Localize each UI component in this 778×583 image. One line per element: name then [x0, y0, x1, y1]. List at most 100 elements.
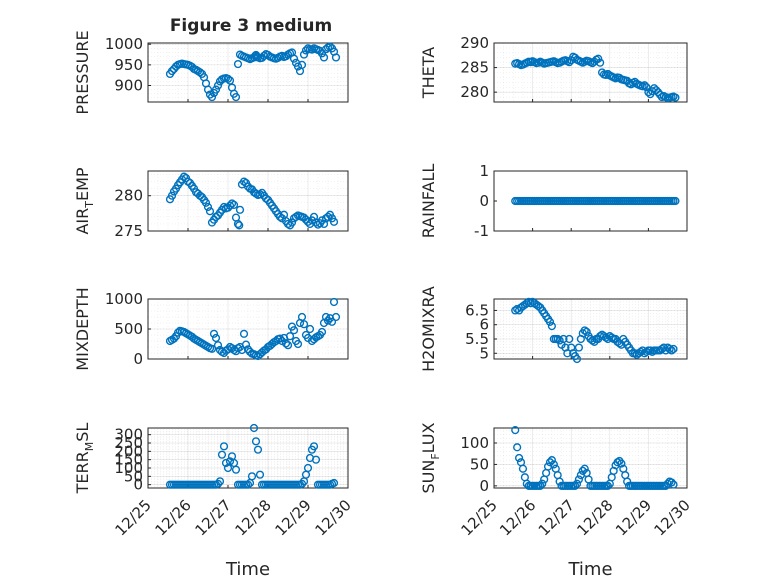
y-tick-label: -1	[474, 222, 489, 240]
data-point	[303, 463, 313, 473]
data-point	[565, 58, 574, 67]
data-point	[559, 334, 568, 344]
series-markers	[165, 297, 341, 361]
data-point	[524, 297, 533, 306]
data-point	[213, 341, 223, 350]
data-point	[169, 334, 179, 343]
data-point	[259, 51, 269, 60]
ylabel-text: PRESSURE	[73, 30, 92, 114]
figure-title: Figure 3 medium	[170, 16, 332, 36]
data-point	[297, 60, 307, 69]
data-point	[549, 460, 558, 469]
y-tick-label: 1000	[105, 35, 143, 53]
data-point	[281, 339, 291, 348]
data-point	[667, 346, 676, 355]
data-point	[237, 345, 247, 355]
x-tick-label: 12/30	[651, 496, 694, 539]
data-point	[667, 478, 676, 487]
data-point	[249, 423, 259, 433]
data-point	[574, 475, 584, 484]
ylabel-text: THETA	[419, 47, 438, 99]
data-point	[603, 481, 612, 490]
ylabel-text: MIXDEPTH	[73, 287, 92, 370]
data-point	[663, 479, 672, 488]
x-tick-label: 12/30	[312, 496, 355, 539]
x-tick-label: 12/28	[232, 496, 275, 539]
data-point	[297, 312, 307, 322]
data-point	[287, 218, 297, 227]
data-point	[309, 442, 319, 451]
data-point	[331, 53, 341, 62]
data-point	[231, 92, 241, 102]
data-point	[596, 332, 605, 341]
y-tick-label: 0	[133, 476, 143, 494]
y-tick-label: 250	[114, 434, 143, 452]
subplot-air_temp: 275 280 AIRTEMP	[73, 167, 349, 240]
y-tick-label: 5	[479, 344, 489, 362]
data-point	[565, 334, 574, 344]
data-point	[251, 437, 261, 446]
axes-box	[147, 427, 349, 489]
subplot-theta: 280 285 290 THETA	[419, 34, 688, 103]
y-tick-label: 100	[114, 459, 143, 477]
data-point	[179, 172, 189, 181]
series-markers	[165, 172, 339, 230]
y-tick-label: 500	[114, 320, 143, 338]
data-point	[563, 349, 572, 358]
data-point	[219, 442, 229, 451]
y-tick-label: 0	[479, 477, 489, 495]
data-point	[283, 341, 293, 350]
data-point	[239, 329, 249, 338]
data-point	[217, 450, 227, 459]
data-point	[211, 333, 221, 343]
data-point	[636, 347, 645, 356]
data-point	[580, 464, 589, 473]
data-point	[227, 199, 237, 208]
ylabel-text: TERRMSL	[73, 423, 96, 495]
data-point	[167, 191, 177, 200]
data-point	[331, 312, 341, 322]
data-point	[574, 343, 584, 352]
data-point	[271, 336, 281, 346]
data-point	[233, 219, 243, 229]
data-point	[311, 455, 321, 464]
y-tick-label: 290	[460, 34, 489, 52]
xlabel-text: Time	[225, 559, 270, 580]
data-point	[596, 58, 605, 67]
data-point	[229, 200, 239, 209]
x-tick-label: 12/29	[612, 496, 655, 539]
data-point	[255, 190, 265, 199]
x-tick-label: 12/26	[496, 496, 539, 539]
data-point	[648, 347, 657, 356]
x-tick-label: 12/27	[535, 496, 578, 539]
data-point	[526, 299, 535, 308]
series-markers	[511, 196, 680, 206]
data-point	[329, 478, 339, 488]
data-point	[536, 481, 545, 490]
data-point	[547, 456, 557, 465]
data-point	[644, 88, 653, 97]
y-tick-label: 0	[133, 350, 143, 368]
data-point	[323, 316, 333, 325]
data-point	[225, 76, 235, 85]
data-point	[239, 177, 249, 186]
data-point	[317, 327, 327, 337]
ylabel-text: H2OMIXRA	[419, 286, 438, 372]
data-point	[555, 336, 564, 345]
y-tick-label: 50	[470, 455, 489, 473]
data-point	[547, 322, 557, 331]
series-markers	[511, 297, 678, 364]
data-point	[601, 333, 611, 342]
data-point	[225, 201, 235, 210]
data-point	[518, 464, 528, 473]
data-point	[207, 344, 217, 353]
x-tick-label: 12/25	[112, 496, 155, 539]
y-tick-label: 1	[479, 162, 489, 180]
data-point	[582, 327, 591, 336]
data-point	[247, 472, 257, 481]
y-tick-label: 100	[460, 434, 489, 452]
data-point	[640, 81, 649, 90]
data-point	[201, 198, 211, 207]
data-point	[253, 445, 263, 454]
data-point	[329, 217, 339, 226]
